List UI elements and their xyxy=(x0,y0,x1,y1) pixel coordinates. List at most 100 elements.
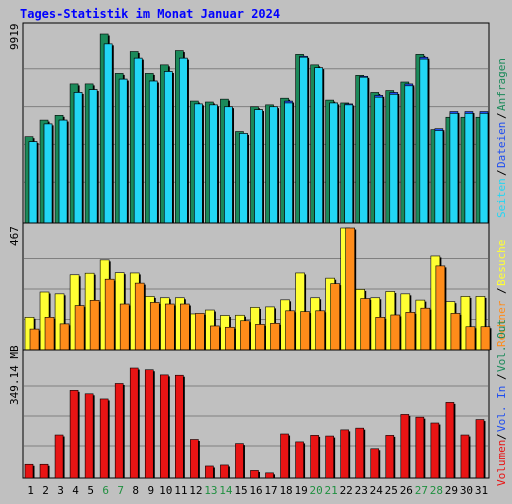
bar-volumen-day-19 xyxy=(295,441,304,479)
bar-rechner-day-1 xyxy=(29,328,40,351)
panel-requests: 9919 xyxy=(8,22,490,224)
bar-seiten-day-1 xyxy=(28,141,38,224)
bar-rechner-day-9 xyxy=(149,302,160,351)
series-volumen xyxy=(24,367,486,479)
bar-volumen-day-6 xyxy=(99,398,109,479)
bar-rechner-day-6 xyxy=(104,278,115,351)
bar-rechner-day-24 xyxy=(375,317,386,351)
bar-seiten-day-13 xyxy=(209,104,218,224)
bar-volumen-day-17 xyxy=(265,472,274,479)
bar-seiten-day-6 xyxy=(103,43,113,224)
bar-volumen-day-15 xyxy=(235,443,244,479)
bar-rechner-day-20 xyxy=(315,310,325,351)
bar-seiten-day-11 xyxy=(179,57,188,224)
y-axis-max-label: 467 xyxy=(8,226,21,246)
bar-volumen-day-5 xyxy=(84,393,94,479)
x-tick-label-day-7: 7 xyxy=(117,484,124,497)
bar-volumen-day-2 xyxy=(39,463,49,479)
bar-rechner-day-25 xyxy=(390,314,401,351)
bar-seiten-day-23 xyxy=(359,76,369,224)
bar-rechner-day-7 xyxy=(119,303,130,351)
legend-vol-in: Vol. In xyxy=(495,386,508,432)
bar-volumen-day-25 xyxy=(385,435,395,479)
bar-rechner-day-23 xyxy=(360,298,371,351)
x-tick-label-day-15: 15 xyxy=(234,484,247,497)
bar-rechner-day-12 xyxy=(195,313,205,351)
bar-rechner-day-3 xyxy=(59,323,70,351)
bar-seiten-day-22 xyxy=(344,104,353,224)
x-tick-label-day-21: 21 xyxy=(325,484,338,497)
bar-seiten-day-26 xyxy=(404,85,414,224)
bar-rechner-day-22 xyxy=(345,227,355,351)
x-tick-label-day-31: 31 xyxy=(475,484,488,497)
bar-seiten-day-14 xyxy=(224,106,233,224)
legend-separator: / xyxy=(495,433,508,440)
x-tick-label-day-17: 17 xyxy=(264,484,277,497)
bar-seiten-day-28 xyxy=(434,130,444,224)
bar-rechner-day-31 xyxy=(480,326,491,351)
panel-visits: 467 xyxy=(8,222,492,351)
bar-rechner-day-15 xyxy=(240,320,250,351)
bar-volumen-day-13 xyxy=(205,465,214,479)
x-tick-label-day-14: 14 xyxy=(219,484,233,497)
bar-seiten-day-30 xyxy=(464,113,474,224)
bar-volumen-day-30 xyxy=(460,434,470,479)
bar-volumen-day-28 xyxy=(430,422,440,479)
bar-seiten-day-15 xyxy=(239,133,248,224)
x-tick-label-day-12: 12 xyxy=(189,484,202,497)
bar-seiten-day-17 xyxy=(269,106,278,224)
bar-rechner-day-27 xyxy=(420,307,431,351)
bar-rechner-day-11 xyxy=(180,303,190,351)
x-tick-label-day-30: 30 xyxy=(460,484,473,497)
x-tick-label-day-13: 13 xyxy=(204,484,217,497)
bar-volumen-day-3 xyxy=(54,434,64,479)
bar-volumen-day-23 xyxy=(355,427,365,479)
bar-volumen-day-29 xyxy=(445,402,455,479)
legend-besuche: Besuche xyxy=(495,240,508,286)
bar-volumen-day-27 xyxy=(415,416,425,479)
bar-rechner-day-2 xyxy=(44,317,55,351)
bar-volumen-day-10 xyxy=(159,374,169,479)
x-tick-label-day-29: 29 xyxy=(445,484,458,497)
bar-rechner-day-14 xyxy=(225,326,235,351)
x-tick-label-day-28: 28 xyxy=(430,484,443,497)
x-tick-label-day-23: 23 xyxy=(355,484,368,497)
right-legend: Seiten/Dateien/AnfragenRechner/BesucheVo… xyxy=(495,58,508,486)
x-tick-label-day-1: 1 xyxy=(27,484,34,497)
x-tick-label-day-6: 6 xyxy=(102,484,109,497)
x-tick-label-day-9: 9 xyxy=(147,484,154,497)
legend-separator: / xyxy=(495,287,508,294)
x-tick-label-day-27: 27 xyxy=(415,484,428,497)
x-tick-label-day-25: 25 xyxy=(385,484,398,497)
bar-rechner-day-13 xyxy=(210,325,220,351)
bar-seiten-day-25 xyxy=(389,94,399,224)
bar-volumen-day-24 xyxy=(370,448,380,479)
bar-volumen-day-16 xyxy=(250,470,259,479)
legend-dateien: Dateien xyxy=(495,122,508,168)
bar-volumen-day-11 xyxy=(175,374,184,479)
x-tick-label-day-4: 4 xyxy=(72,484,79,497)
x-tick-label-day-20: 20 xyxy=(310,484,323,497)
x-tick-label-day-19: 19 xyxy=(294,484,307,497)
x-tick-label-day-11: 11 xyxy=(174,484,187,497)
bar-volumen-day-9 xyxy=(144,369,154,479)
bar-volumen-day-31 xyxy=(475,419,485,479)
series-seiten xyxy=(28,43,490,224)
bar-rechner-day-8 xyxy=(134,282,145,351)
bar-seiten-day-4 xyxy=(73,92,83,224)
bar-rechner-day-5 xyxy=(89,300,100,351)
bar-seiten-day-7 xyxy=(118,78,128,224)
bar-rechner-day-29 xyxy=(450,313,461,351)
bar-seiten-day-18 xyxy=(284,102,293,224)
bar-rechner-day-4 xyxy=(74,305,85,351)
bar-rechner-day-26 xyxy=(405,312,416,351)
bar-seiten-day-16 xyxy=(254,109,263,224)
bar-volumen-day-21 xyxy=(325,435,334,479)
bar-rechner-day-28 xyxy=(435,265,446,351)
bar-volumen-day-20 xyxy=(310,435,319,479)
bar-seiten-day-20 xyxy=(314,67,323,224)
bar-volumen-day-7 xyxy=(114,383,124,479)
x-tick-label-day-3: 3 xyxy=(57,484,64,497)
bar-volumen-day-12 xyxy=(190,439,199,479)
